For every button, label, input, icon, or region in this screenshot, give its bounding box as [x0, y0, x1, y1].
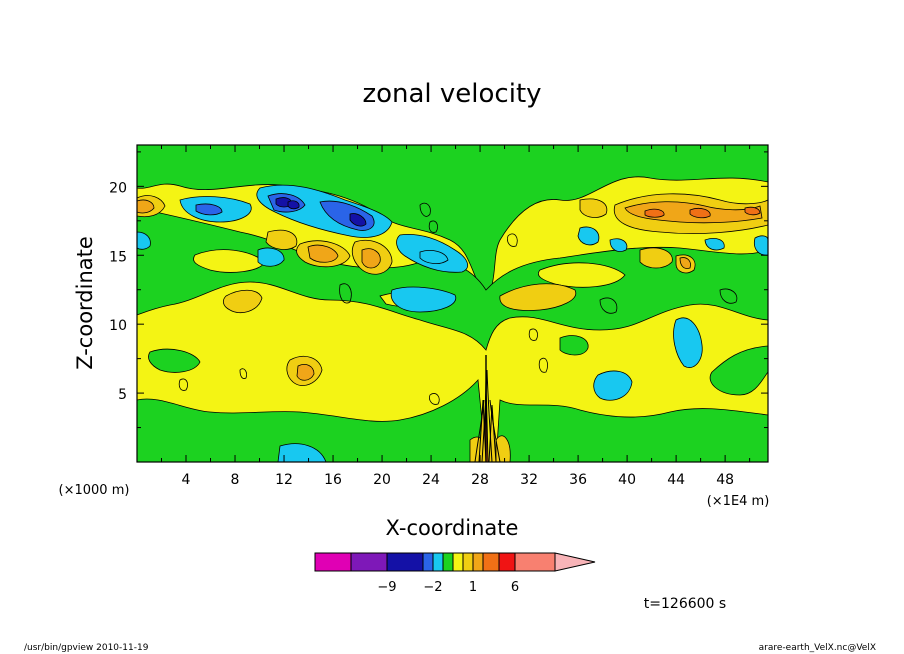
- y-axis-unit: (×1000 m): [59, 483, 130, 498]
- field-contour-lines: [178, 202, 738, 405]
- y-tick-label: 20: [109, 180, 127, 196]
- x-tick-label: 28: [471, 472, 489, 488]
- x-axis-unit: (×1E4 m): [707, 494, 770, 509]
- colorbar-tick-label: 1: [469, 580, 477, 595]
- x-axis-label: X-coordinate: [386, 516, 519, 540]
- colorbar-swatch: [432, 552, 444, 572]
- x-tick-label: 44: [667, 472, 685, 488]
- x-tick-label: 8: [231, 472, 240, 488]
- y-tick-label: 15: [109, 249, 127, 265]
- colorbar-swatch: [514, 552, 556, 572]
- colorbar-swatch: [422, 552, 434, 572]
- plot-frame: [136, 144, 769, 463]
- colorbar-swatch: [462, 552, 474, 572]
- time-annotation: t=126600 s: [644, 596, 726, 612]
- x-tick-label: 16: [324, 472, 342, 488]
- plot-area: [136, 144, 769, 463]
- colorbar-swatch: [350, 552, 388, 572]
- colorbar-swatch: [452, 552, 464, 572]
- contour-field: [137, 145, 768, 462]
- colorbar-tick-label: −2: [423, 580, 442, 595]
- colorbar: −9 −2 1 6: [314, 552, 596, 595]
- field-darkblue: [275, 197, 367, 227]
- colorbar-tick-label: −9: [377, 580, 396, 595]
- colorbar-swatch: [442, 552, 454, 572]
- x-tick-label: 36: [569, 472, 587, 488]
- colorbar-swatch: [482, 552, 500, 572]
- x-tick-label: 4: [182, 472, 191, 488]
- x-tick-label: 20: [373, 472, 391, 488]
- field-vertical-jet: [474, 355, 501, 462]
- colorbar-tick-label: 6: [511, 580, 519, 595]
- x-tick-label: 40: [618, 472, 636, 488]
- colorbar-arrow: [554, 552, 596, 572]
- colorbar-swatch: [386, 552, 424, 572]
- colorbar-swatch: [498, 552, 516, 572]
- x-tick-label: 12: [275, 472, 293, 488]
- field-orange-strong: [644, 206, 761, 219]
- x-axis-ticks: 4 8 12 16 20 24 28 32 36 40 44 48: [161, 145, 751, 488]
- field-green: [137, 145, 768, 462]
- colorbar-swatch: [472, 552, 484, 572]
- chart-title: zonal velocity: [362, 79, 541, 109]
- y-axis-ticks: 5 10 15 20: [109, 151, 768, 429]
- y-tick-label: 5: [118, 387, 127, 403]
- footer-right: arare-earth_VelX.nc@VelX: [759, 643, 876, 653]
- x-tick-label: 48: [716, 472, 734, 488]
- footer-left: /usr/bin/gpview 2010-11-19: [24, 643, 149, 653]
- y-axis-label: Z-coordinate: [73, 236, 97, 370]
- colorbar-swatch: [314, 552, 352, 572]
- y-tick-label: 10: [109, 318, 127, 334]
- x-tick-label: 32: [520, 472, 538, 488]
- x-tick-label: 24: [422, 472, 440, 488]
